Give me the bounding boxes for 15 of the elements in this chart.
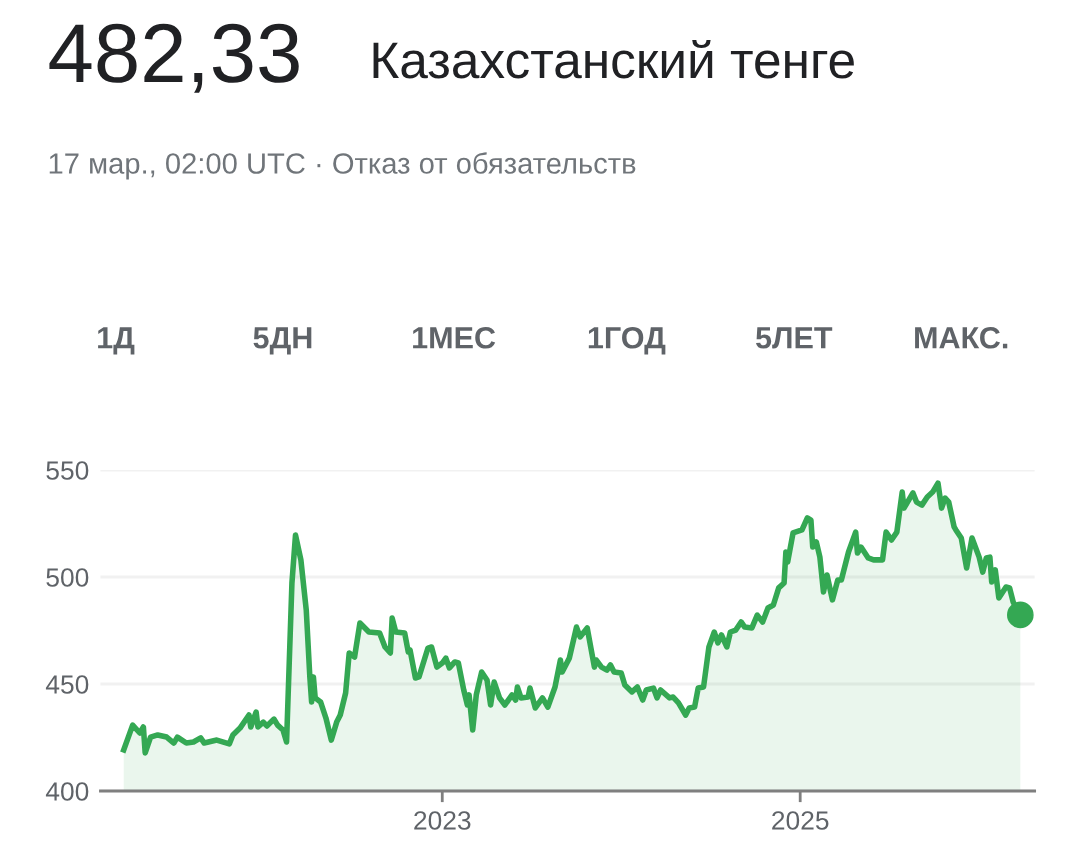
text: 1Д xyxy=(98,327,135,355)
y-tick-label: 450 xyxy=(45,675,89,694)
text: 5ЛЕТ xyxy=(756,327,833,349)
text: 1ГОД xyxy=(588,326,666,355)
chart-subtitle: Казахстанский тенге xyxy=(373,39,854,79)
x-tick-label: 2025 xyxy=(772,811,829,830)
text: 17 мар., 02:00 UTC · Отказ от обязательств xyxy=(49,152,636,180)
chart-title: 482,33 xyxy=(49,23,299,93)
y-tick-label: 550 xyxy=(46,461,89,480)
text: МАКС. xyxy=(915,326,1008,349)
text: 5ДН xyxy=(253,327,312,355)
y-tick-label: 400 xyxy=(45,782,89,801)
text: 1МЕС xyxy=(413,326,496,349)
y-tick-label: 500 xyxy=(46,568,89,587)
x-tick-label: 2023 xyxy=(414,811,471,830)
